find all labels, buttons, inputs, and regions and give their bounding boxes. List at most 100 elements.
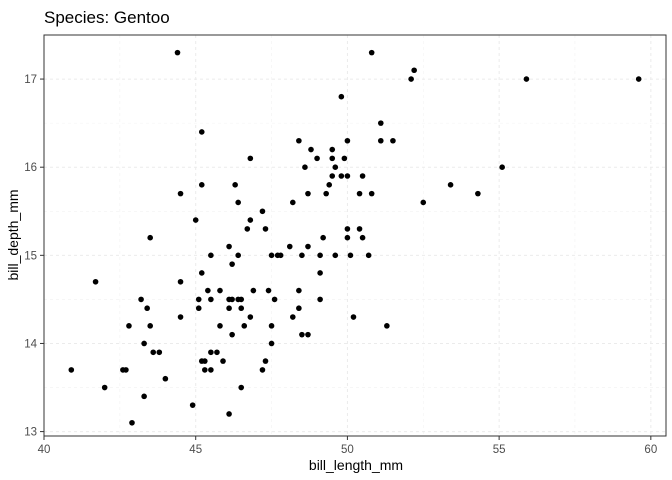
chart-title: Species: Gentoo [44,8,170,27]
data-point [195,296,202,303]
data-point [92,278,99,285]
data-point [411,67,417,74]
data-point [202,367,208,373]
data-point [262,358,269,364]
data-point [390,137,396,144]
data-point [229,331,235,338]
data-point [235,199,241,206]
data-point [229,261,235,267]
data-point [268,340,275,347]
data-point [147,323,153,329]
plot-panel-border [43,34,667,437]
data-point [214,349,220,356]
data-point [635,76,642,82]
data-point [447,182,454,188]
data-point [226,305,232,312]
data-points [68,49,642,426]
data-point [244,226,251,232]
data-point [338,93,345,100]
data-point [359,173,366,179]
data-point [523,76,530,82]
data-point [247,217,254,223]
data-point [101,384,108,391]
data-point [68,367,75,373]
data-point [344,173,351,179]
data-point [308,146,314,153]
data-point [174,49,181,56]
data-point [150,349,157,356]
data-point [499,164,505,170]
data-point [323,190,329,197]
data-point [208,367,214,373]
data-point [238,384,245,391]
data-point [220,358,226,364]
data-point [296,137,302,144]
data-point [177,314,184,320]
data-point [359,234,366,241]
data-point [368,190,375,197]
data-point [205,287,211,294]
data-point [156,349,163,356]
data-point [208,252,214,259]
y-tick-label: 17 [24,74,37,86]
data-point [320,234,326,241]
data-point [259,208,266,215]
data-point [126,323,132,329]
data-point [377,120,384,126]
data-point [329,173,336,179]
data-point [177,278,184,285]
data-point [338,173,345,179]
y-axis-ticks: 13 14 15 16 17 [24,74,44,439]
data-point [138,296,144,303]
data-point [229,296,235,303]
data-point [344,137,351,144]
data-point [226,411,232,417]
data-point [262,226,269,232]
data-point [208,296,214,303]
x-tick-label: 45 [189,444,202,456]
data-point [290,199,296,206]
data-point [268,252,275,259]
data-point [189,402,196,408]
x-tick-label: 55 [493,444,506,456]
data-point [296,287,302,294]
data-point [299,331,305,338]
data-point [314,155,320,162]
data-point [350,314,357,320]
data-point [408,76,414,82]
data-point [341,155,348,162]
data-point [259,367,266,373]
data-point [332,252,339,259]
y-tick-label: 15 [24,250,37,262]
data-point [217,287,223,294]
data-point [226,243,232,250]
data-point [365,252,372,259]
data-point [344,234,351,241]
data-point [265,287,272,294]
data-point [290,314,296,320]
data-point [238,305,245,312]
data-point [326,182,333,188]
data-point [208,349,214,356]
data-point [377,137,384,144]
data-point [268,323,275,329]
data-point [305,331,311,338]
data-point [317,252,323,259]
data-point [347,252,354,259]
y-tick-label: 13 [24,427,37,439]
data-point [247,155,254,162]
data-point [302,164,308,170]
y-tick-label: 16 [24,162,37,174]
data-point [356,226,363,232]
data-point [144,305,150,312]
data-point [198,182,205,188]
data-point [123,367,129,373]
y-axis-title: bill_depth_mm [5,189,21,280]
data-point [141,393,147,400]
data-point [129,419,135,426]
data-point [202,358,208,364]
data-point [235,252,241,259]
data-point [277,252,284,259]
data-point [332,164,339,170]
